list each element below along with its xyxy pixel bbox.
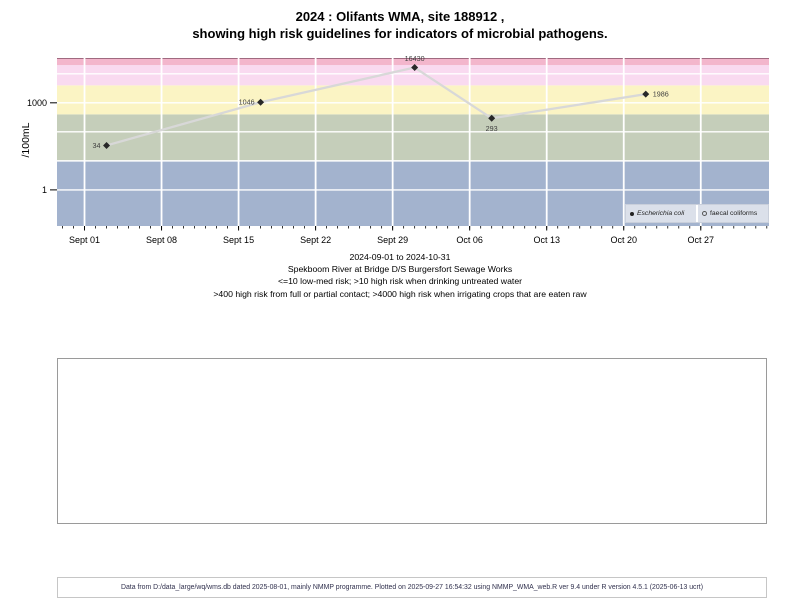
legend-item: Escherichia coli (626, 205, 696, 222)
x-tick-label: Sept 29 (377, 235, 408, 245)
caption-site-name: Spekboom River at Bridge D/S Burgersfort… (287, 264, 513, 275)
data-point-label: 1986 (653, 90, 669, 99)
legend-label: faecal coliforms (710, 210, 758, 217)
x-tick-label: Oct 13 (533, 235, 560, 245)
x-axis: Sept 01 Sept 08 Sept 15 Sept 22 Sept 29 Oct 0… (62, 226, 768, 245)
data-point-marker (411, 64, 419, 72)
footer: Data from D:/data_large/wq/wms.db dated … (57, 577, 767, 598)
data-point-label: 1046 (239, 98, 255, 107)
data-point-label: 34 (93, 141, 101, 150)
data-point-marker (257, 98, 265, 106)
caption-risk-note-1: <=10 low-med risk; >10 high risk when dr… (277, 276, 523, 287)
x-tick-label: Sept 22 (300, 235, 331, 245)
chart-title: 2024 : Olifants WMA, site 188912 , showi… (0, 9, 800, 42)
x-tick-label: Oct 27 (688, 235, 715, 245)
risk-band (57, 85, 769, 115)
risk-band (57, 58, 769, 66)
caption-date-range: 2024-09-01 to 2024-10-31 (349, 252, 451, 262)
chart-plot-area: Sept 01 Sept 08 Sept 15 Sept 22 Sept 29 Oct 0… (27, 54, 769, 245)
risk-band (57, 65, 769, 86)
data-point-marker (488, 114, 496, 122)
data-point-marker (642, 90, 650, 98)
legend: Escherichia coli faecal coliforms (625, 204, 769, 223)
y-axis: 1000 1 (27, 98, 57, 195)
footer-text: Data from D:/data_large/wq/wms.db dated … (120, 584, 704, 591)
chart-title-line1: 2024 : Olifants WMA, site 188912 , (295, 9, 505, 24)
x-tick-label: Oct 06 (456, 235, 483, 245)
legend-label: Escherichia coli (637, 210, 685, 217)
caption-risk-note-2: >400 high risk from full or partial cont… (213, 288, 587, 299)
x-tick-label: Sept 08 (146, 235, 177, 245)
data-point-marker (103, 141, 111, 149)
x-tick-label: Oct 20 (610, 235, 637, 245)
empty-panel (57, 358, 767, 524)
open-circle-icon (702, 211, 707, 216)
data-point-label: 16430 (405, 54, 425, 63)
risk-band (57, 114, 769, 161)
legend-item: faecal coliforms (698, 205, 768, 222)
gridlines (57, 58, 769, 226)
filled-circle-icon (630, 211, 634, 216)
risk-bands (57, 58, 769, 226)
y-tick-label: 1 (42, 185, 47, 195)
x-tick-label: Sept 01 (69, 235, 100, 245)
caption-block: 2024-09-01 to 2024-10-31 Spekboom River … (0, 251, 800, 300)
x-tick-label: Sept 15 (223, 235, 254, 245)
y-tick-label: 1000 (27, 98, 47, 108)
chart-title-line2: showing high risk guidelines for indicat… (192, 25, 608, 41)
data-point-label: 293 (486, 124, 498, 133)
